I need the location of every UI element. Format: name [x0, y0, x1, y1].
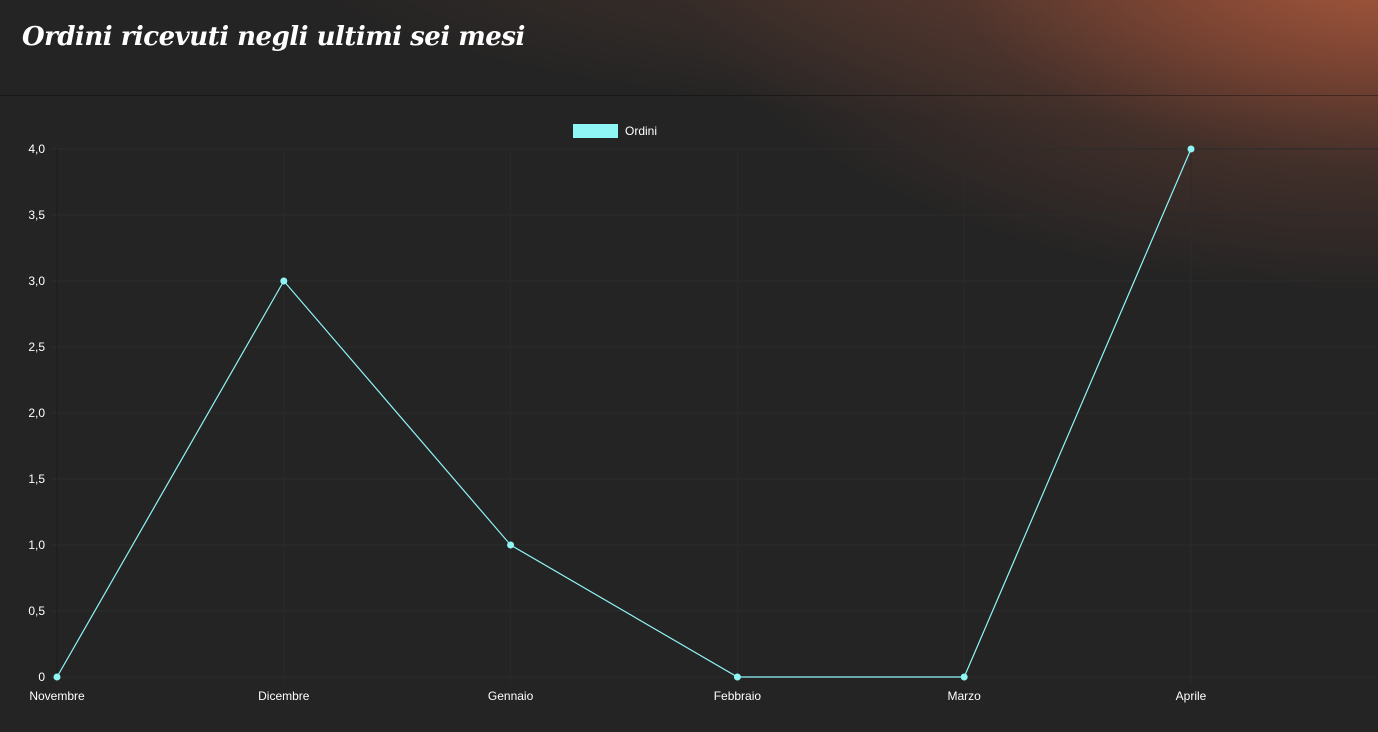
x-tick-label: Aprile	[1176, 689, 1207, 703]
series-line-ordini	[56, 148, 1192, 678]
x-tick-label: Febbraio	[714, 689, 762, 703]
legend-label: Ordini	[625, 124, 657, 138]
page-title: Ordini ricevuti negli ultimi sei mesi	[22, 22, 525, 52]
y-tick-label: 3,5	[28, 208, 45, 222]
y-tick-label: 2,0	[28, 406, 45, 420]
y-tick-label: 1,5	[28, 472, 45, 486]
y-tick-label: 4,0	[28, 142, 45, 156]
x-tick-label: Gennaio	[488, 689, 534, 703]
y-tick-label: 3,0	[28, 274, 45, 288]
page-header: Ordini ricevuti negli ultimi sei mesi	[0, 0, 1378, 96]
y-tick-label: 1,0	[28, 538, 45, 552]
data-point	[1187, 145, 1195, 153]
x-tick-label: Novembre	[29, 689, 85, 703]
chart-container: 0 0,5 1,0 1,5 2,0 2,5 3,0 3,5 4,0 Novembre Dicembr…	[0, 96, 1378, 732]
data-point	[507, 541, 515, 549]
legend-swatch	[573, 124, 618, 138]
x-tick-label: Marzo	[948, 689, 982, 703]
x-tick-label: Dicembre	[258, 689, 310, 703]
data-point	[280, 277, 288, 285]
data-point	[53, 673, 61, 681]
orders-line-chart: 0 0,5 1,0 1,5 2,0 2,5 3,0 3,5 4,0 Novembre Dicembr…	[28, 124, 1378, 703]
y-tick-label: 0	[38, 670, 45, 684]
data-point	[733, 673, 741, 681]
y-tick-label: 0,5	[28, 604, 45, 618]
data-point	[960, 673, 968, 681]
y-tick-label: 2,5	[28, 340, 45, 354]
